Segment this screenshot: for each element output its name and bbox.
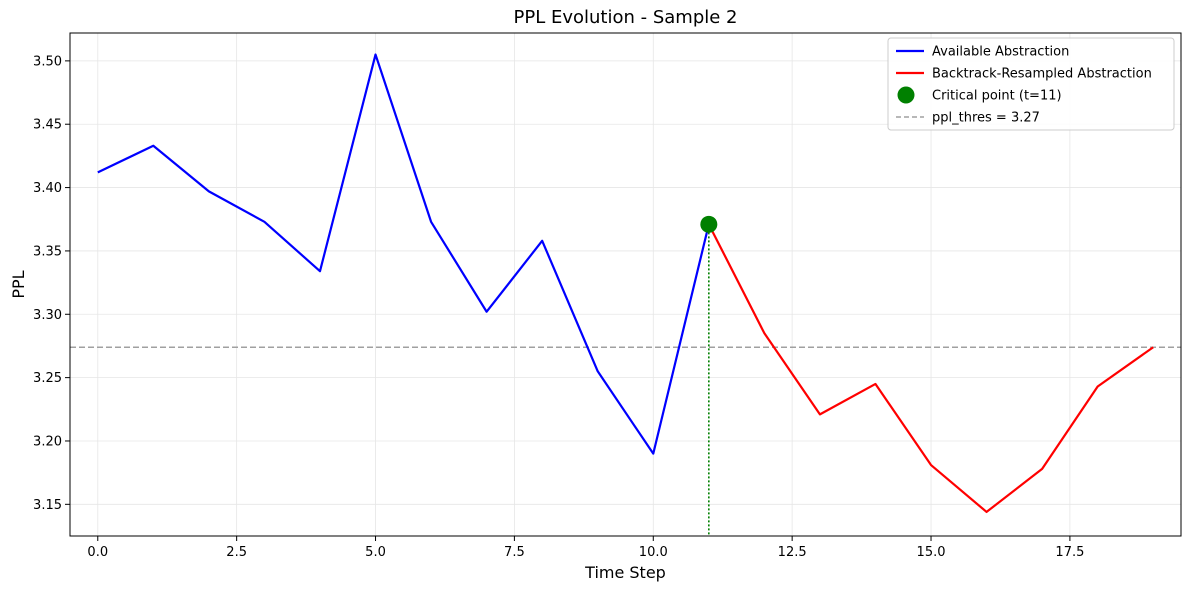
plot-frame	[69, 32, 1182, 537]
legend-item-available-abstraction-label: Available Abstraction	[932, 45, 1069, 60]
x-tick-label: 10.0	[639, 545, 668, 560]
critical-layer	[700, 215, 718, 536]
y-tick-label: 3.25	[33, 371, 62, 386]
x-tick-label: 5.0	[365, 545, 386, 560]
y-tick-label: 3.40	[33, 181, 62, 196]
y-tick-label: 3.30	[33, 308, 62, 323]
y-axis-label: PPL	[9, 270, 28, 298]
legend-box	[887, 37, 1175, 131]
series-line-backtrack-resampled-abstraction	[707, 223, 1154, 514]
series-line-available-abstraction	[97, 53, 710, 455]
ticks: 0.0 2.5 5.0 7.5 10.0 12.5 15.0 17.5 3.15 3.20 3.25…	[33, 54, 1084, 560]
chart-title: PPL Evolution - Sample 2	[514, 7, 738, 28]
critical-point-marker	[700, 215, 718, 233]
x-axis-label: Time Step	[584, 563, 666, 582]
y-tick-label: 3.35	[33, 244, 62, 259]
legend: Available Abstraction Backtrack-Resampled…	[887, 37, 1175, 131]
y-tick-label: 3.50	[33, 54, 62, 69]
x-tick-label: 15.0	[917, 545, 946, 560]
legend-item-threshold-label: ppl_thres = 3.27	[932, 111, 1040, 126]
x-tick-label: 2.5	[226, 545, 247, 560]
legend-item-backtrack-resampled-label: Backtrack-Resampled Abstraction	[932, 67, 1152, 82]
y-tick-label: 3.45	[33, 118, 62, 133]
x-tick-label: 7.5	[504, 545, 525, 560]
y-tick-label: 3.15	[33, 498, 62, 513]
x-tick-label: 0.0	[87, 545, 108, 560]
legend-item-critical-point-label: Critical point (t=11)	[932, 89, 1062, 104]
series-layer	[97, 53, 1154, 514]
legend-item-critical-point-swatch	[897, 86, 915, 104]
y-tick-label: 3.20	[33, 434, 62, 449]
x-tick-label: 12.5	[778, 545, 807, 560]
x-tick-label: 17.5	[1055, 545, 1084, 560]
